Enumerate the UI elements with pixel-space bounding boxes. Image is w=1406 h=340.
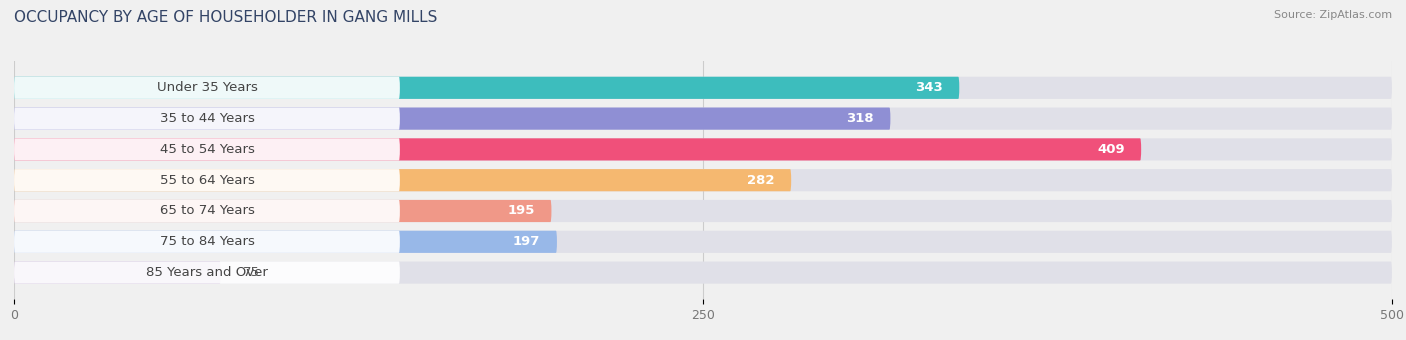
Text: 197: 197 [513,235,540,248]
Text: 75: 75 [243,266,260,279]
Text: 65 to 74 Years: 65 to 74 Years [159,204,254,218]
FancyBboxPatch shape [14,107,399,130]
FancyBboxPatch shape [14,231,557,253]
Text: 195: 195 [508,204,534,218]
Text: 75 to 84 Years: 75 to 84 Years [159,235,254,248]
FancyBboxPatch shape [14,138,1142,160]
FancyBboxPatch shape [14,231,1392,253]
Text: Under 35 Years: Under 35 Years [156,81,257,94]
FancyBboxPatch shape [14,200,399,222]
Text: 85 Years and Over: 85 Years and Over [146,266,269,279]
Text: 282: 282 [747,174,775,187]
FancyBboxPatch shape [14,77,959,99]
FancyBboxPatch shape [14,231,399,253]
FancyBboxPatch shape [14,261,221,284]
Text: 343: 343 [915,81,943,94]
Text: 55 to 64 Years: 55 to 64 Years [159,174,254,187]
FancyBboxPatch shape [14,261,1392,284]
FancyBboxPatch shape [14,77,1392,99]
FancyBboxPatch shape [14,169,1392,191]
FancyBboxPatch shape [14,77,399,99]
Text: 35 to 44 Years: 35 to 44 Years [159,112,254,125]
FancyBboxPatch shape [14,107,1392,130]
FancyBboxPatch shape [14,200,551,222]
Text: OCCUPANCY BY AGE OF HOUSEHOLDER IN GANG MILLS: OCCUPANCY BY AGE OF HOUSEHOLDER IN GANG … [14,10,437,25]
Text: 318: 318 [846,112,875,125]
Text: 409: 409 [1097,143,1125,156]
FancyBboxPatch shape [14,200,1392,222]
Text: 45 to 54 Years: 45 to 54 Years [159,143,254,156]
FancyBboxPatch shape [14,261,399,284]
FancyBboxPatch shape [14,107,890,130]
Text: Source: ZipAtlas.com: Source: ZipAtlas.com [1274,10,1392,20]
FancyBboxPatch shape [14,138,399,160]
FancyBboxPatch shape [14,138,1392,160]
FancyBboxPatch shape [14,169,399,191]
FancyBboxPatch shape [14,169,792,191]
